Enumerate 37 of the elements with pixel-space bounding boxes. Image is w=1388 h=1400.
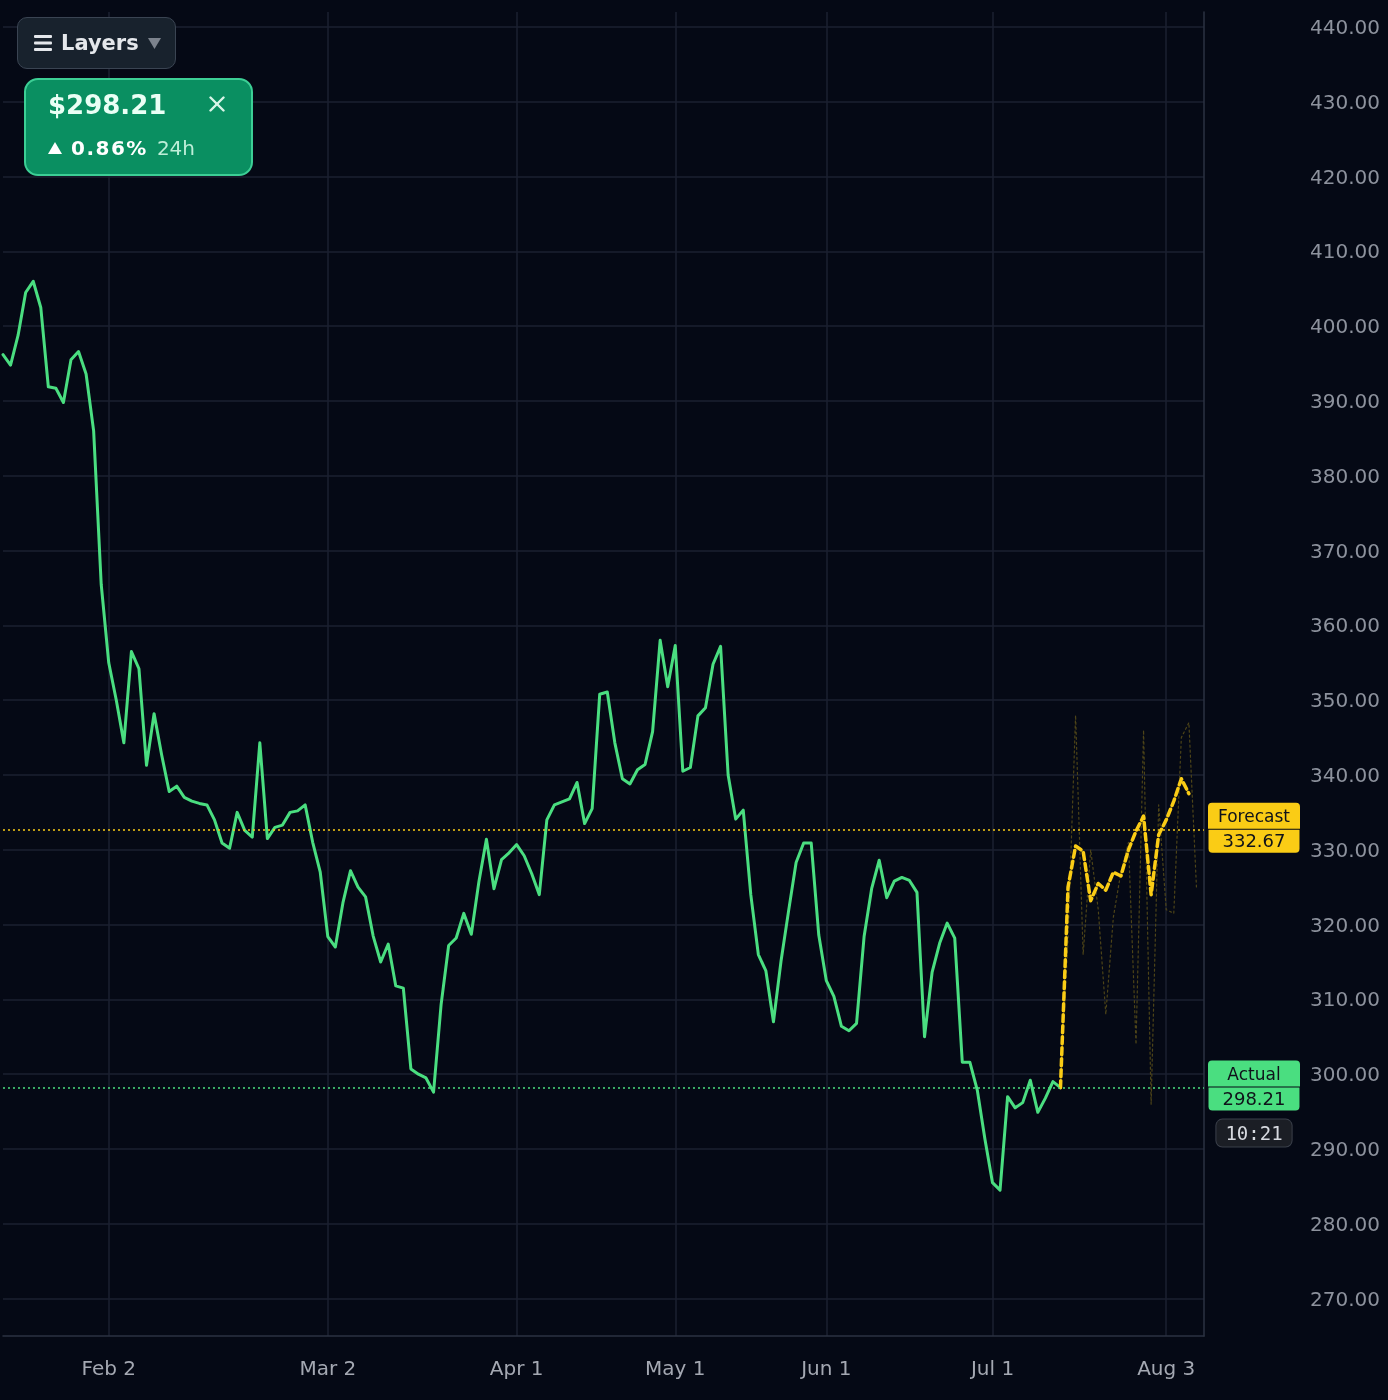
annotation: 0.86% (71, 136, 148, 160)
y-tick-label: 370.00 (1310, 538, 1380, 563)
ref-line-label: Actual (1227, 1063, 1281, 1084)
y-tick-label: 280.00 (1310, 1211, 1380, 1236)
text: 332.67 (1222, 830, 1286, 852)
y-tick-label: 300.00 (1310, 1062, 1380, 1087)
x-tick-label: May 1 (645, 1356, 706, 1380)
x-tick-label: Jul 1 (968, 1356, 1015, 1380)
y-tick-label: 360.00 (1310, 613, 1380, 638)
x-tick-label: Apr 1 (489, 1356, 544, 1380)
y-tick-label: 310.00 (1310, 987, 1380, 1012)
y-tick-label: 350.00 (1310, 688, 1380, 713)
annotation: $298.21 (48, 90, 167, 120)
y-tick-label: 440.00 (1310, 14, 1380, 39)
x-tick-label: Feb 2 (81, 1356, 136, 1380)
x-tick-label: Mar 2 (299, 1356, 357, 1380)
y-tick-label: 330.00 (1310, 837, 1380, 862)
y-tick-label: 380.00 (1310, 463, 1380, 488)
line-series (1059, 714, 1198, 1105)
layers-button: Layers (17, 17, 176, 69)
y-tick-label: 320.00 (1310, 912, 1380, 937)
x-tick-label: Aug 3 (1137, 1356, 1196, 1380)
y-tick-label: 340.00 (1310, 762, 1380, 787)
text: 298.21 (1222, 1088, 1286, 1110)
annotation: Layers (61, 31, 139, 55)
ref-line-label: Forecast (1218, 805, 1291, 826)
y-tick-label: 430.00 (1310, 89, 1380, 114)
y-tick-label: 390.00 (1310, 388, 1380, 413)
text: 10:21 (1225, 1122, 1283, 1145)
annotation: 24h (156, 136, 196, 160)
y-tick-label: 270.00 (1310, 1286, 1380, 1311)
y-tick-label: 410.00 (1310, 239, 1380, 264)
price-card: $298.21 0.86% 24h (24, 78, 253, 176)
y-tick-label: 290.00 (1310, 1136, 1380, 1161)
y-tick-label: 400.00 (1310, 314, 1380, 339)
y-tick-label: 420.00 (1310, 164, 1380, 189)
x-tick-label: Jun 1 (799, 1356, 852, 1380)
